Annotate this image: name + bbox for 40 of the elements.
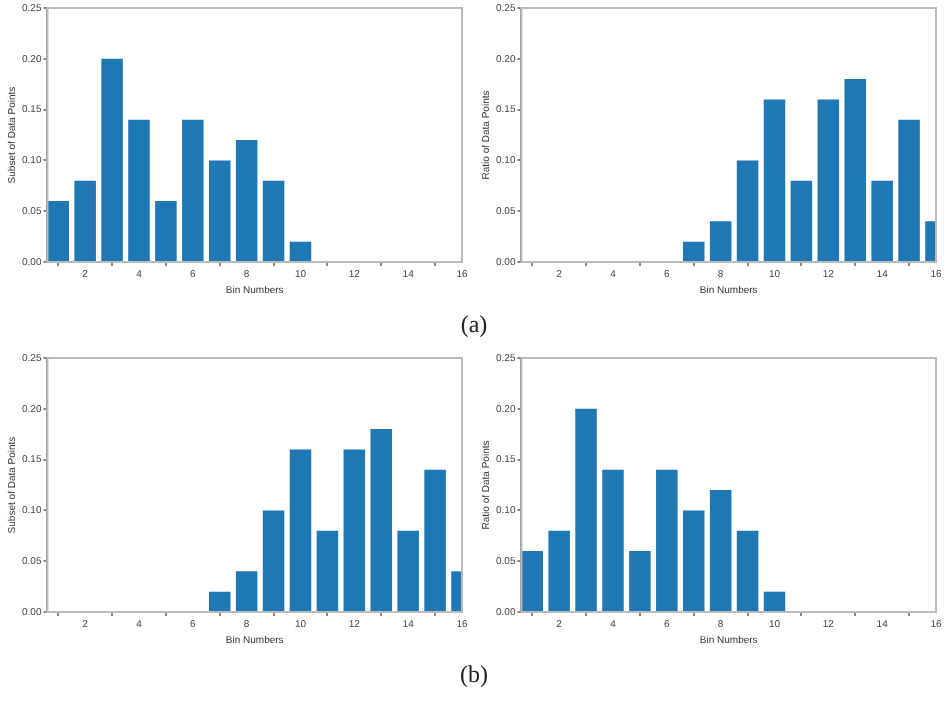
bar bbox=[289, 449, 312, 611]
bar bbox=[736, 530, 759, 611]
bar bbox=[898, 119, 920, 261]
bar bbox=[736, 160, 759, 261]
bar bbox=[709, 221, 732, 261]
bar bbox=[343, 449, 366, 611]
text: (a) bbox=[458, 308, 490, 342]
bar bbox=[316, 530, 339, 611]
bar bbox=[790, 180, 813, 261]
bar bbox=[128, 119, 150, 261]
bar bbox=[602, 469, 624, 611]
bar bbox=[235, 571, 258, 611]
bar bbox=[155, 201, 177, 261]
bar bbox=[47, 201, 69, 261]
bar bbox=[262, 180, 285, 261]
bar bbox=[629, 551, 651, 611]
bar bbox=[101, 58, 123, 261]
bar bbox=[871, 180, 893, 261]
bar bbox=[424, 469, 446, 611]
bar bbox=[709, 490, 732, 611]
bar bbox=[548, 530, 570, 611]
bar bbox=[521, 551, 543, 611]
bar bbox=[763, 591, 786, 611]
bar bbox=[682, 241, 705, 261]
bar bbox=[235, 140, 258, 261]
bar bbox=[656, 469, 678, 611]
bar bbox=[817, 99, 840, 261]
bar bbox=[682, 510, 705, 611]
bar bbox=[74, 180, 96, 261]
text: (b) bbox=[458, 658, 490, 692]
bar bbox=[763, 99, 786, 261]
bar bbox=[370, 429, 393, 611]
bar bbox=[262, 510, 285, 611]
bar bbox=[844, 79, 867, 261]
bar bbox=[208, 591, 231, 611]
bar bbox=[397, 530, 419, 611]
bar bbox=[182, 119, 204, 261]
bar bbox=[575, 408, 597, 611]
bar bbox=[289, 241, 312, 261]
bar bbox=[208, 160, 231, 261]
